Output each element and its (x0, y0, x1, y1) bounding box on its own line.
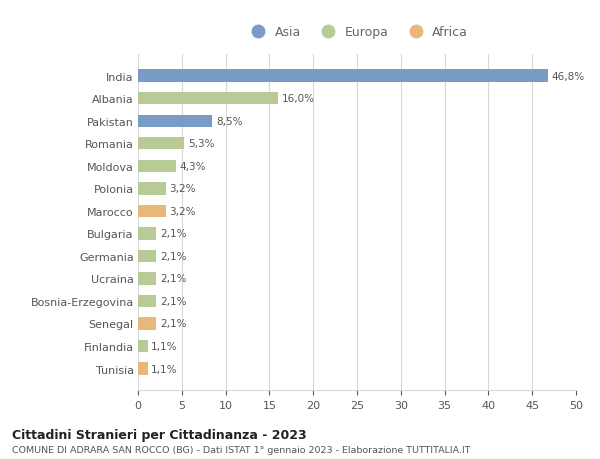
Bar (138, 160, 176, 173)
Bar (138, 93, 278, 105)
Text: 46,8%: 46,8% (551, 72, 584, 82)
Bar (138, 340, 148, 353)
Bar (138, 205, 166, 218)
Text: Cittadini Stranieri per Cittadinanza - 2023: Cittadini Stranieri per Cittadinanza - 2… (12, 428, 307, 441)
Bar (138, 228, 157, 240)
Text: 4,3%: 4,3% (179, 162, 206, 171)
Bar (138, 273, 157, 285)
Text: 2,1%: 2,1% (160, 319, 187, 329)
Bar (138, 363, 148, 375)
Text: 8,5%: 8,5% (216, 117, 242, 126)
Legend: Asia, Europa, Africa: Asia, Europa, Africa (241, 21, 473, 44)
Text: 2,1%: 2,1% (160, 274, 187, 284)
Text: 2,1%: 2,1% (160, 229, 187, 239)
Bar (138, 138, 184, 150)
Bar (138, 250, 157, 263)
Text: 1,1%: 1,1% (151, 341, 178, 351)
Bar (138, 183, 166, 195)
Text: COMUNE DI ADRARA SAN ROCCO (BG) - Dati ISTAT 1° gennaio 2023 - Elaborazione TUTT: COMUNE DI ADRARA SAN ROCCO (BG) - Dati I… (12, 445, 470, 454)
Text: 3,2%: 3,2% (170, 184, 196, 194)
Bar (138, 318, 157, 330)
Text: 2,1%: 2,1% (160, 297, 187, 306)
Text: 2,1%: 2,1% (160, 252, 187, 261)
Text: 1,1%: 1,1% (151, 364, 178, 374)
Text: 16,0%: 16,0% (281, 94, 314, 104)
Bar (138, 115, 212, 128)
Text: 3,2%: 3,2% (170, 207, 196, 216)
Bar (138, 295, 157, 308)
Bar (138, 70, 548, 83)
Text: 5,3%: 5,3% (188, 139, 214, 149)
